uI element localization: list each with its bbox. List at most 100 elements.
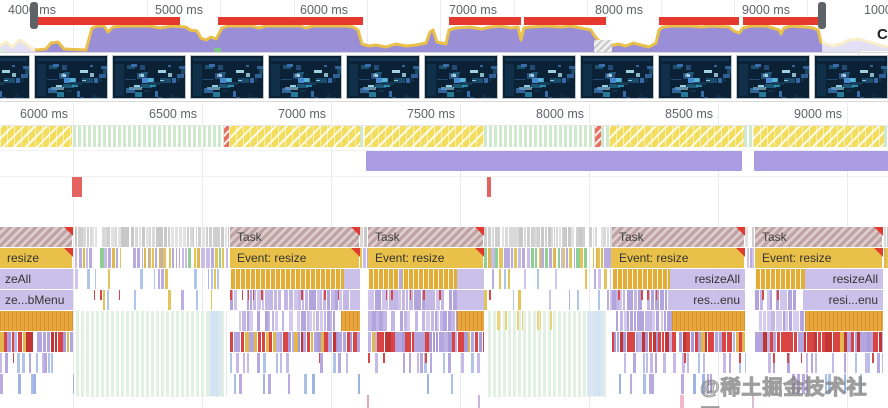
paint-tick[interactable] [318,353,321,363]
tiny-call[interactable] [304,374,307,394]
screenshot-thumbnail[interactable] [346,55,420,99]
tiny-call[interactable] [768,353,771,373]
tiny-call[interactable] [233,290,238,310]
tiny-call[interactable] [320,290,323,310]
paint-sliver[interactable] [395,332,398,352]
tiny-call[interactable] [278,290,282,310]
tiny-event[interactable] [513,248,517,268]
paint-sliver[interactable] [857,332,860,352]
frame-zone-yellow[interactable] [0,126,72,147]
tiny-call[interactable] [619,290,622,310]
paint-sliver[interactable] [714,332,719,352]
tiny-call[interactable] [194,269,197,289]
paint-sliver[interactable] [626,332,631,352]
tiny-call[interactable] [456,290,457,310]
paint-sliver[interactable] [701,332,705,352]
paint-sliver[interactable] [444,332,448,352]
tiny-call[interactable] [424,290,427,310]
tiny-call[interactable] [338,290,342,310]
paint-sliver[interactable] [457,332,461,352]
tiny-call[interactable] [619,311,624,331]
tiny-call[interactable] [680,395,684,408]
tiny-event[interactable] [604,248,607,268]
tiny-call[interactable] [242,311,246,331]
interaction-bar[interactable] [754,151,888,171]
tiny-call[interactable] [297,290,302,310]
paint-tick[interactable] [12,353,15,363]
tiny-call[interactable] [802,374,805,394]
tiny-event[interactable] [163,248,167,268]
screenshot-thumbnail[interactable] [580,55,654,99]
paint-sliver[interactable] [42,332,47,352]
tiny-task[interactable] [105,227,108,247]
paint-sliver[interactable] [55,332,58,352]
tiny-call[interactable] [424,353,427,373]
tiny-call[interactable] [867,353,871,373]
paint-sliver[interactable] [844,332,847,352]
tiny-event[interactable] [104,248,108,268]
tiny-call[interactable] [512,290,515,310]
paint-sliver[interactable] [357,332,360,352]
tiny-call[interactable] [262,374,266,394]
tiny-call[interactable] [549,290,552,310]
tiny-task[interactable] [107,227,111,247]
tiny-call[interactable] [47,353,51,373]
paint-sliver[interactable] [710,332,714,352]
paint-sliver[interactable] [780,332,784,352]
tiny-call[interactable] [367,395,369,408]
tiny-task[interactable] [589,227,592,247]
paint-sliver[interactable] [860,332,864,352]
tiny-call[interactable] [239,374,243,394]
paint-sliver[interactable] [882,332,883,352]
paint-sliver[interactable] [653,332,656,352]
tiny-call[interactable] [612,290,616,310]
paint-sliver[interactable] [324,332,328,352]
layout-block[interactable] [805,311,883,331]
tiny-event[interactable] [178,248,181,268]
function-bar[interactable] [803,290,883,310]
paint-sliver[interactable] [429,332,432,352]
tiny-task[interactable] [537,227,541,247]
tiny-call[interactable] [631,290,634,310]
paint-tick[interactable] [655,290,658,300]
tiny-task[interactable] [523,227,527,247]
frame-zone-yellow[interactable] [364,126,484,147]
tiny-call[interactable] [343,290,346,310]
tiny-call[interactable] [672,353,676,373]
tiny-call[interactable] [338,353,341,373]
tiny-event[interactable] [886,248,888,268]
tiny-event[interactable] [522,248,526,268]
tiny-call[interactable] [649,374,652,394]
tiny-call[interactable] [256,311,261,331]
tiny-event[interactable] [503,248,508,268]
tiny-call[interactable] [436,290,440,310]
tiny-call[interactable] [645,311,648,331]
tiny-call[interactable] [32,374,36,394]
paint-sliver[interactable] [726,332,731,352]
tiny-call[interactable] [335,290,338,310]
paint-tick[interactable] [739,353,741,363]
tiny-call[interactable] [623,353,626,373]
paint-tick[interactable] [439,290,441,300]
paint-sliver[interactable] [422,332,426,352]
tiny-call[interactable] [153,269,156,289]
paint-sliver[interactable] [286,332,289,352]
tiny-call[interactable] [230,290,233,310]
tiny-task[interactable] [86,227,89,247]
paint-tick[interactable] [786,353,789,363]
paint-tick[interactable] [409,290,412,300]
tiny-task[interactable] [190,227,193,247]
paint-sliver[interactable] [738,332,742,352]
tiny-event[interactable] [518,248,522,268]
paint-sliver[interactable] [11,332,15,352]
screenshot-thumbnail[interactable] [502,55,576,99]
tiny-call[interactable] [787,353,790,373]
tiny-call[interactable] [448,353,451,373]
tiny-event[interactable] [75,248,78,268]
paint-sliver[interactable] [244,332,249,352]
paint-sliver[interactable] [411,332,414,352]
tiny-call[interactable] [316,290,320,310]
paint-sliver[interactable] [766,332,770,352]
paint-tick[interactable] [800,353,803,363]
paint-sliver[interactable] [686,332,691,352]
